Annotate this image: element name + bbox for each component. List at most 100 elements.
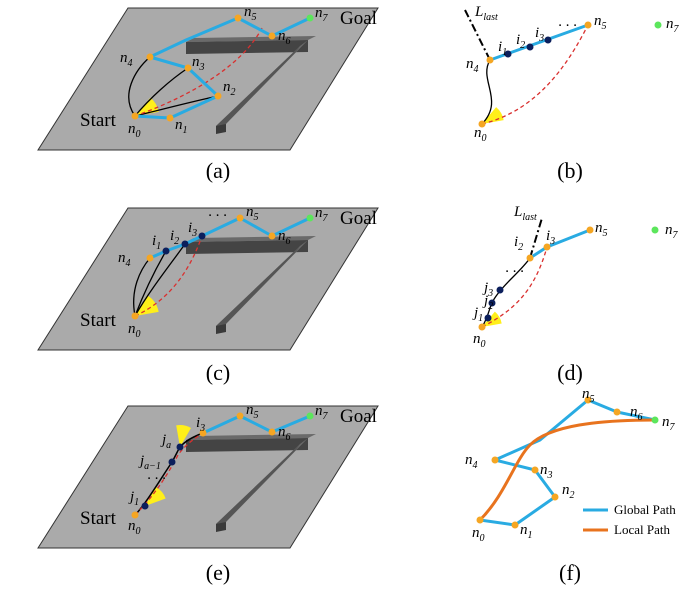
label-base: n [278, 424, 286, 440]
label-base: n [175, 117, 183, 133]
caption: (a) [206, 158, 230, 183]
label-sub: 0 [481, 339, 486, 350]
label-sub: 6 [286, 236, 291, 247]
label-sub: 5 [254, 410, 259, 421]
node-label: n7 [666, 16, 680, 35]
label-sub: 2 [570, 490, 575, 501]
label-sub: 7 [670, 422, 676, 433]
waypoint [169, 459, 176, 466]
goal-node [307, 215, 314, 222]
global-path [530, 230, 590, 258]
label-base: n [244, 4, 252, 20]
waypoint [142, 503, 149, 510]
node [132, 313, 139, 320]
node [132, 113, 139, 120]
goal-node [307, 413, 314, 420]
label-base: L [474, 4, 483, 20]
label-sub: 2 [231, 87, 236, 98]
node-label: i2 [514, 234, 523, 253]
label-base: n [630, 404, 638, 420]
label-sub: 2 [174, 236, 179, 247]
label-base: n [540, 462, 548, 478]
label-sub: 3 [199, 62, 205, 73]
label-sub: 7 [673, 230, 679, 241]
node-label: n2 [562, 482, 575, 501]
label-sub: 1 [478, 313, 483, 324]
label-base: n [246, 402, 254, 418]
label-base: L [513, 204, 522, 220]
label-base: n [595, 220, 603, 236]
start-label: Start [80, 110, 117, 131]
label-sub: 1 [134, 497, 139, 508]
label-base: n [466, 56, 474, 72]
node-label: i3 [535, 25, 544, 44]
goal-label: Goal [340, 8, 377, 29]
label-base: n [465, 452, 473, 468]
node [614, 409, 621, 416]
node [585, 22, 592, 29]
waypoint [177, 444, 184, 451]
goal-node [652, 227, 659, 234]
node-label: Llast [513, 204, 537, 223]
label-sub: 6 [286, 432, 291, 443]
waypoint [545, 37, 552, 44]
waypoint [182, 241, 189, 248]
label-sub: 1 [183, 125, 188, 136]
label-sub: 4 [126, 258, 131, 269]
node-label: · · · [505, 264, 524, 280]
caption: (e) [206, 560, 230, 585]
label-base: n [120, 50, 128, 66]
node-label: Llast [474, 4, 498, 23]
label-sub: 4 [473, 460, 478, 471]
label-sub: 6 [286, 36, 291, 47]
caption: (d) [557, 360, 583, 385]
label-sub: 0 [136, 526, 141, 537]
node [652, 417, 659, 424]
label-base: n [315, 403, 323, 419]
label-sub: last [522, 212, 537, 223]
waypoint [497, 287, 504, 294]
node [479, 324, 486, 331]
label-sub: 4 [128, 58, 133, 69]
label-base: n [472, 525, 480, 541]
label-base: · · · [558, 18, 577, 34]
label-sub: 2 [520, 40, 525, 51]
label-sub: 3 [191, 228, 197, 239]
label-base: n [520, 522, 528, 538]
label-base: · · · [505, 264, 524, 280]
node [269, 33, 276, 40]
caption: (c) [206, 360, 230, 385]
node-label: n7 [665, 222, 679, 241]
node [487, 57, 494, 64]
label-sub: 3 [199, 423, 205, 434]
legend-label: Local Path [614, 522, 670, 537]
label-sub: 0 [482, 133, 487, 144]
label-sub: 2 [488, 301, 493, 312]
label-base: n [662, 414, 670, 430]
label-base: n [665, 222, 673, 238]
label-sub: 5 [602, 21, 607, 32]
label-base: n [192, 54, 200, 70]
node [237, 413, 244, 420]
node-label: j1 [472, 305, 483, 324]
node-label: · · · [208, 208, 227, 224]
label-base: n [128, 321, 136, 337]
label-base: n [278, 28, 286, 44]
goal-node [307, 15, 314, 22]
label-sub: 0 [136, 329, 141, 340]
label-base: n [562, 482, 570, 498]
node-label: i2 [516, 32, 525, 51]
label-sub: 3 [538, 33, 544, 44]
node [237, 215, 244, 222]
label-base: n [473, 331, 481, 347]
view-cone [482, 107, 504, 124]
node [532, 467, 539, 474]
label-sub: 6 [638, 412, 643, 423]
node-label: · · · [558, 18, 577, 34]
label-sub: 7 [674, 24, 680, 35]
start-label: Start [80, 508, 117, 529]
node [492, 457, 499, 464]
label-sub: 3 [549, 236, 555, 247]
local-path [482, 247, 547, 327]
node-label: n1 [520, 522, 533, 541]
